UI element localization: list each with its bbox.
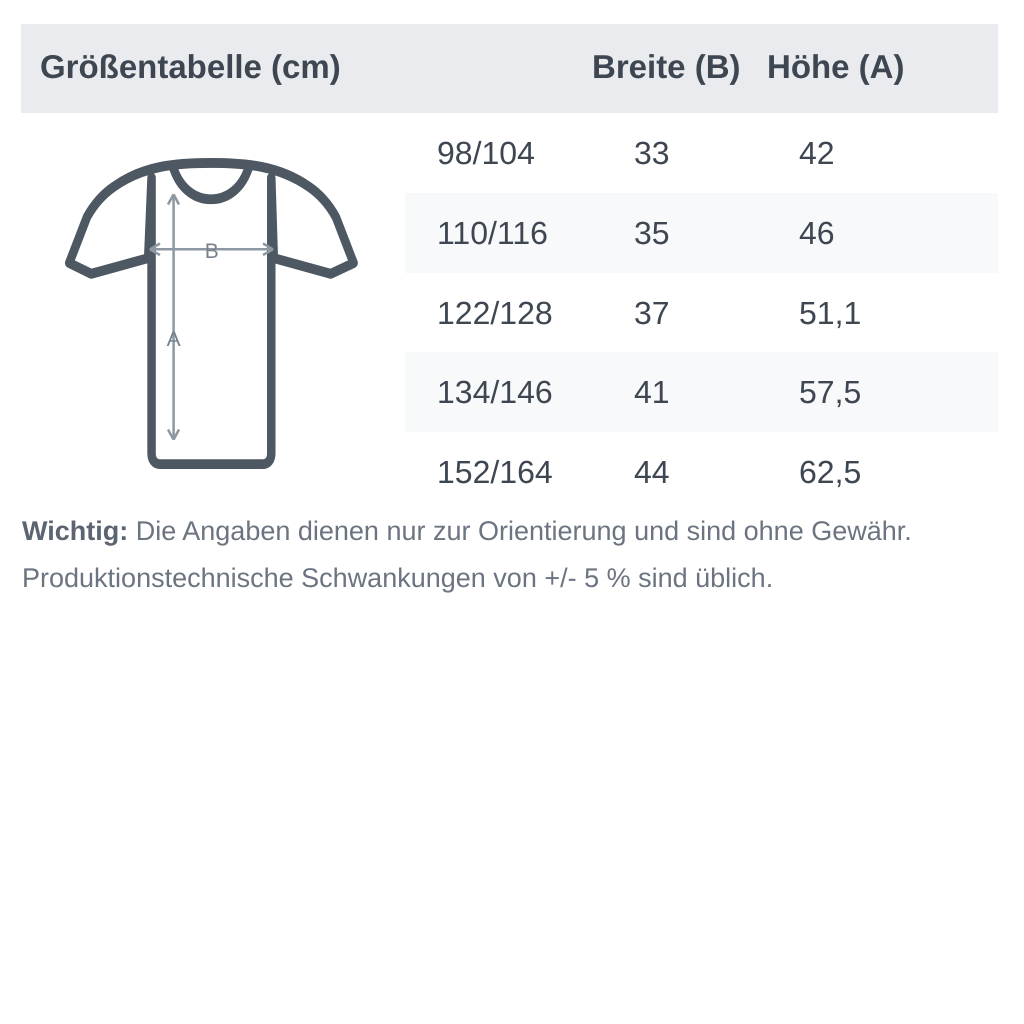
svg-text:A: A (167, 328, 181, 351)
svg-text:B: B (205, 240, 219, 263)
